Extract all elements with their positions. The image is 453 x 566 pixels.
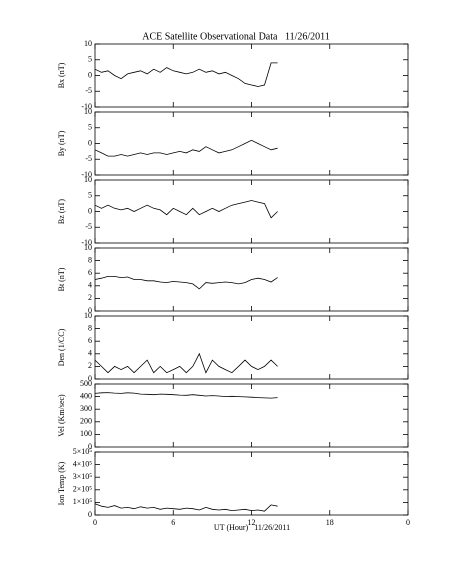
y-tick-label: 10 [84,311,92,320]
y-axis-label: Vel (Km/sec) [57,394,66,437]
chart-title: ACE Satellite Observational Data 11/26/2… [142,31,330,42]
y-tick-label: 200 [80,417,92,426]
y-tick-label: 6 [88,268,92,277]
y-tick-label: 0 [88,70,92,79]
y-tick-label: 400 [80,391,92,400]
y-tick-label: -5 [85,222,92,231]
x-tick-label: 6 [171,518,175,527]
x-tick-label: 0 [93,518,97,527]
y-tick-label: 0 [88,374,92,383]
x-axis-label: UT (Hour) 11/26/2011 [214,523,290,532]
y-tick-label: 5 [88,55,92,64]
panel-frame [94,383,409,448]
y-axis-label: Bt (nT) [57,267,66,291]
panel-frame [94,315,409,380]
panel-frame [94,111,409,176]
panel-frame [94,451,409,516]
y-tick-label: 5 [88,123,92,132]
panel-frame [94,179,409,244]
y-tick-label: 2 [88,361,92,370]
y-tick-label: 5 [88,191,92,200]
y-tick-label: 0 [88,442,92,451]
y-axis-label: Den (1/CC) [57,328,66,366]
data-line [94,200,278,219]
y-tick-label: 5×10⁵ [73,447,93,456]
y-tick-label: -10 [81,102,92,111]
y-tick-label: 2 [88,293,92,302]
y-tick-label: -10 [81,170,92,179]
panel-frame [94,43,409,108]
y-axis-label: Bz (nT) [57,199,66,224]
data-line [94,503,278,512]
y-tick-label: 8 [88,323,92,332]
y-tick-label: 300 [80,404,92,413]
y-tick-label: 10 [84,107,92,116]
y-tick-label: 8 [88,255,92,264]
y-tick-label: -5 [85,86,92,95]
y-tick-label: 100 [80,429,92,438]
y-tick-label: 500 [80,379,92,388]
data-line [94,352,278,374]
y-tick-label: 0 [88,306,92,315]
data-line [94,139,278,157]
y-tick-label: -5 [85,154,92,163]
y-tick-label: 4 [88,349,92,358]
y-tick-label: 10 [84,243,92,252]
data-line [94,62,278,87]
y-tick-label: 0 [88,510,92,519]
y-tick-label: -10 [81,238,92,247]
y-axis-label: Bx (nT) [57,62,66,88]
data-line [94,276,278,290]
y-tick-label: 2×10⁵ [73,485,93,494]
y-tick-label: 4×10⁵ [73,459,93,468]
y-axis-label: By (nT) [57,130,66,156]
y-tick-label: 3×10⁵ [73,472,93,481]
y-tick-label: 10 [84,175,92,184]
y-tick-label: 0 [88,206,92,215]
y-axis-label: Ion Temp (K) [57,461,66,505]
y-tick-label: 1×10⁵ [73,497,93,506]
x-tick-label: 0 [406,518,410,527]
y-tick-label: 10 [84,39,92,48]
y-tick-label: 6 [88,336,92,345]
x-tick-label: 12 [248,518,256,527]
y-tick-label: 0 [88,138,92,147]
x-tick-label: 18 [326,518,334,527]
y-tick-label: 4 [88,281,92,290]
data-line [94,392,278,399]
